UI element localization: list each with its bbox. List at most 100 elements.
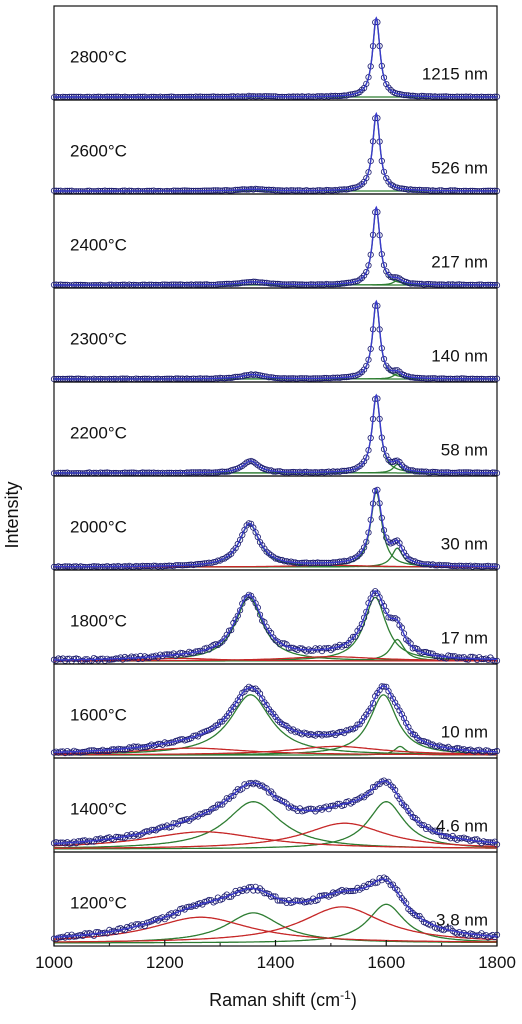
data-point xyxy=(493,931,501,939)
fit-curve xyxy=(54,111,497,192)
data-point xyxy=(256,611,264,618)
data-point xyxy=(239,600,246,607)
temperature-label: 1800°C xyxy=(70,611,127,630)
data-point xyxy=(163,651,171,658)
data-point xyxy=(104,834,111,842)
data-point xyxy=(332,731,339,739)
data-point xyxy=(64,932,71,939)
data-point xyxy=(356,88,363,96)
fit-curve xyxy=(54,16,497,98)
fit-curve xyxy=(54,590,497,661)
data-point xyxy=(414,913,421,920)
data-point xyxy=(61,749,69,757)
data-point xyxy=(363,711,370,718)
x-axis: 1000 1200 1400 1600 1800 xyxy=(35,940,516,972)
data-point xyxy=(272,555,279,562)
data-point xyxy=(447,652,454,660)
data-point xyxy=(228,550,235,557)
data-point xyxy=(409,557,416,565)
data-point xyxy=(203,808,210,816)
crystallite-size-label: 30 nm xyxy=(441,534,488,553)
data-point xyxy=(128,831,135,838)
data-point xyxy=(387,86,394,94)
data-points xyxy=(50,777,501,848)
data-point xyxy=(316,892,323,900)
data-point xyxy=(267,708,275,716)
data-point xyxy=(367,705,374,712)
data-point xyxy=(383,81,390,88)
data-point xyxy=(305,805,312,812)
data-point xyxy=(403,900,410,907)
data-point xyxy=(493,747,501,755)
data-point xyxy=(248,883,255,891)
data-point xyxy=(314,730,321,737)
chart-panels: 2800°C 1215 nm 2600°C 526 nm 2400°C 217 nm 230… xyxy=(50,5,501,947)
data-point xyxy=(440,654,447,662)
crystallite-size-label: 140 nm xyxy=(431,346,488,365)
data-point xyxy=(398,461,405,469)
data-point xyxy=(276,556,283,564)
data-point xyxy=(367,595,374,602)
data-point xyxy=(101,747,109,755)
x-tick-label: 1000 xyxy=(35,953,73,972)
fit-curve xyxy=(53,878,497,938)
x-tick-label: 1600 xyxy=(367,953,405,972)
d-band-component xyxy=(54,745,497,756)
data-point xyxy=(248,592,255,599)
data-point xyxy=(374,781,381,788)
data-point xyxy=(471,932,478,939)
data-point xyxy=(104,747,111,755)
data-point xyxy=(79,837,86,844)
data-point xyxy=(360,272,368,279)
data-point xyxy=(376,875,383,882)
data-point xyxy=(363,454,370,461)
d-band-component xyxy=(53,831,497,849)
panel-2: 2400°C 217 nm xyxy=(50,193,501,289)
temperature-label: 1600°C xyxy=(70,705,127,724)
crystallite-size-label: 526 nm xyxy=(431,158,488,177)
panel-6: 1800°C 17 nm xyxy=(50,569,501,665)
data-point xyxy=(407,640,414,647)
crystallite-size-label: 10 nm xyxy=(441,722,488,741)
data-point xyxy=(360,544,368,551)
data-point xyxy=(177,649,184,656)
data-point xyxy=(130,743,137,750)
data-point xyxy=(210,804,217,812)
data-point xyxy=(467,653,474,661)
x-axis-title-sup: -1 xyxy=(340,988,351,1002)
data-point xyxy=(363,175,370,182)
temperature-label: 2600°C xyxy=(70,141,127,160)
data-point xyxy=(256,538,264,546)
d-band-component xyxy=(54,657,498,662)
data-point xyxy=(261,545,268,552)
temperature-label: 2300°C xyxy=(70,329,127,348)
data-point xyxy=(407,907,414,915)
data-point xyxy=(93,836,100,843)
data-point xyxy=(217,718,224,726)
data-point xyxy=(414,734,421,742)
fit-curve xyxy=(54,299,497,380)
panel-5: 2000°C 30 nm xyxy=(50,475,501,571)
data-point xyxy=(117,654,124,661)
data-point xyxy=(489,931,496,939)
fit-curve xyxy=(54,487,497,568)
data-point xyxy=(312,808,319,815)
x-tick-label: 1800 xyxy=(478,953,516,972)
panel-4: 2200°C 58 nm xyxy=(50,381,501,477)
data-point xyxy=(310,806,317,813)
data-point xyxy=(274,716,281,724)
crystallite-size-label: 4.6 nm xyxy=(436,816,488,835)
data-point xyxy=(217,801,224,808)
data-point xyxy=(352,633,359,640)
data-point xyxy=(259,542,266,549)
data-point xyxy=(360,614,368,621)
data-point xyxy=(161,651,168,658)
data-point xyxy=(303,648,310,655)
data-point xyxy=(272,713,279,721)
data-point xyxy=(369,699,377,707)
crystallite-size-label: 3.8 nm xyxy=(436,910,488,929)
panel-9: 1200°C 3.8 nm xyxy=(50,851,501,947)
data-point xyxy=(363,80,370,87)
data-point xyxy=(414,816,421,823)
panel-8: 1400°C 4.6 nm xyxy=(50,757,501,853)
